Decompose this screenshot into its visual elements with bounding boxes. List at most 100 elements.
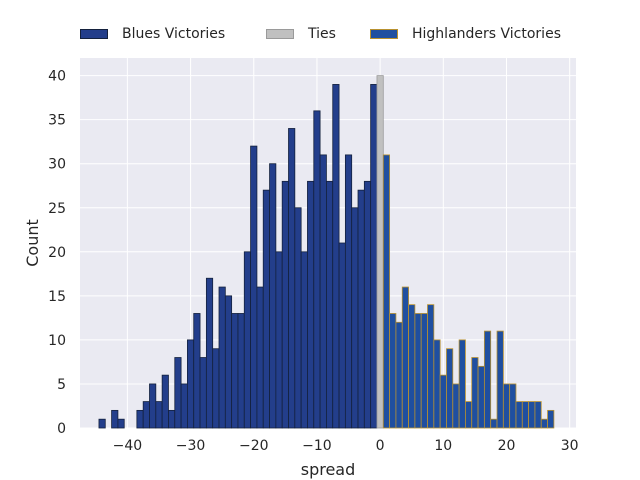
bar-blues-victories [294, 207, 302, 429]
bar-highlanders-victories [515, 401, 523, 429]
bar-blues-victories [136, 409, 144, 429]
bar-highlanders-victories [528, 401, 536, 429]
bar-blues-victories [243, 251, 251, 429]
bar-blues-victories [370, 84, 378, 429]
bar-highlanders-victories [452, 383, 460, 429]
bar-blues-victories [205, 277, 214, 429]
x-tick-label: −40 [113, 438, 143, 454]
y-tick-label: 0 [57, 421, 66, 437]
bar-highlanders-victories [395, 321, 403, 429]
legend-swatch-blues [80, 29, 108, 39]
bar-blues-victories [338, 242, 346, 429]
bar-blues-victories [231, 313, 239, 429]
bar-highlanders-victories [521, 401, 530, 429]
x-tick-label: 10 [434, 438, 452, 454]
bar-highlanders-victories [477, 365, 485, 429]
y-axis-label: Count [23, 219, 42, 267]
bar-highlanders-victories [465, 401, 473, 429]
x-tick-labels: −40 −30 −20 −10 0 10 20 30 [113, 438, 579, 454]
bar-blues-victories [111, 409, 119, 429]
legend-label-highlanders: Highlanders Victories [412, 26, 561, 42]
bar-blues-victories [155, 401, 163, 429]
bar-blues-victories [351, 207, 359, 429]
bar-blues-victories [262, 189, 270, 429]
bar-blues-victories [269, 163, 277, 429]
bar-blues-victories [149, 383, 157, 429]
y-tick-label: 25 [48, 201, 66, 217]
bar-highlanders-victories [490, 418, 498, 429]
bar-highlanders-victories [471, 357, 479, 429]
bar-highlanders-victories [414, 313, 422, 429]
bar-highlanders-victories [502, 383, 511, 429]
bar-blues-victories [332, 84, 340, 429]
x-tick-label: 20 [498, 438, 516, 454]
bar-blues-victories [363, 180, 372, 429]
y-tick-label: 30 [48, 157, 66, 173]
bar-blues-victories [300, 251, 308, 429]
bar-highlanders-victories [389, 313, 397, 429]
bar-highlanders-victories [439, 374, 447, 429]
bar-blues-victories [344, 154, 353, 429]
x-tick-label: −20 [239, 438, 269, 454]
bar-blues-victories [174, 357, 182, 429]
bar-highlanders-victories [401, 286, 409, 429]
bar-highlanders-victories [446, 348, 454, 429]
bar-blues-victories [250, 145, 258, 429]
bar-blues-victories [224, 295, 233, 429]
bar-highlanders-victories [534, 401, 542, 429]
bar-highlanders-victories [408, 304, 416, 429]
x-tick-label: −30 [176, 438, 206, 454]
legend-item-ties: Ties [266, 26, 336, 42]
bar-highlanders-victories [458, 339, 466, 429]
bar-ties [376, 75, 384, 429]
x-tick-label: −10 [302, 438, 332, 454]
bar-blues-victories [275, 251, 283, 429]
legend-swatch-highlanders [370, 29, 398, 39]
bar-highlanders-victories [382, 154, 391, 429]
bar-blues-victories [218, 286, 226, 429]
bar-blues-victories [281, 180, 289, 429]
x-tick-label: 30 [561, 438, 579, 454]
legend-item-highlanders: Highlanders Victories [370, 26, 561, 42]
y-tick-label: 35 [48, 113, 66, 129]
y-tick-label: 15 [48, 289, 66, 305]
y-tick-label: 20 [48, 245, 66, 261]
y-tick-labels: 0 5 10 15 20 25 30 35 40 [48, 69, 66, 437]
bar-highlanders-victories [427, 304, 435, 429]
legend-item-blues: Blues Victories [80, 26, 225, 42]
bar-blues-victories [168, 409, 176, 429]
y-tick-label: 10 [48, 333, 66, 349]
bar-blues-victories [313, 110, 321, 429]
bar-blues-victories [142, 401, 150, 429]
y-tick-label: 40 [48, 69, 66, 85]
legend-label-blues: Blues Victories [122, 26, 226, 42]
bar-blues-victories [237, 313, 245, 429]
bar-blues-victories [357, 189, 365, 429]
x-tick-label: 0 [376, 438, 385, 454]
bar-blues-victories [288, 128, 296, 429]
y-tick-label: 5 [57, 377, 66, 393]
bar-blues-victories [307, 180, 315, 429]
bar-blues-victories [212, 348, 220, 429]
bar-blues-victories [161, 374, 169, 429]
legend-swatch-ties [266, 29, 294, 39]
bar-blues-victories [256, 286, 264, 429]
x-axis-label: spread [301, 460, 356, 479]
bar-highlanders-victories [496, 330, 504, 429]
bar-blues-victories [187, 339, 195, 429]
legend: Blues Victories Ties Highlanders Victori… [0, 26, 640, 46]
bar-highlanders-victories [540, 418, 548, 429]
bar-highlanders-victories [547, 409, 555, 429]
bar-blues-victories [319, 154, 327, 429]
bars [98, 75, 555, 429]
bar-blues-victories [193, 313, 201, 429]
bar-highlanders-victories [420, 313, 428, 429]
bar-blues-victories [180, 383, 188, 429]
bar-highlanders-victories [483, 330, 492, 429]
bar-highlanders-victories [433, 339, 441, 429]
bar-blues-victories [117, 418, 125, 429]
bar-highlanders-victories [509, 383, 517, 429]
bar-blues-victories [98, 418, 106, 429]
bar-blues-victories [199, 357, 207, 429]
